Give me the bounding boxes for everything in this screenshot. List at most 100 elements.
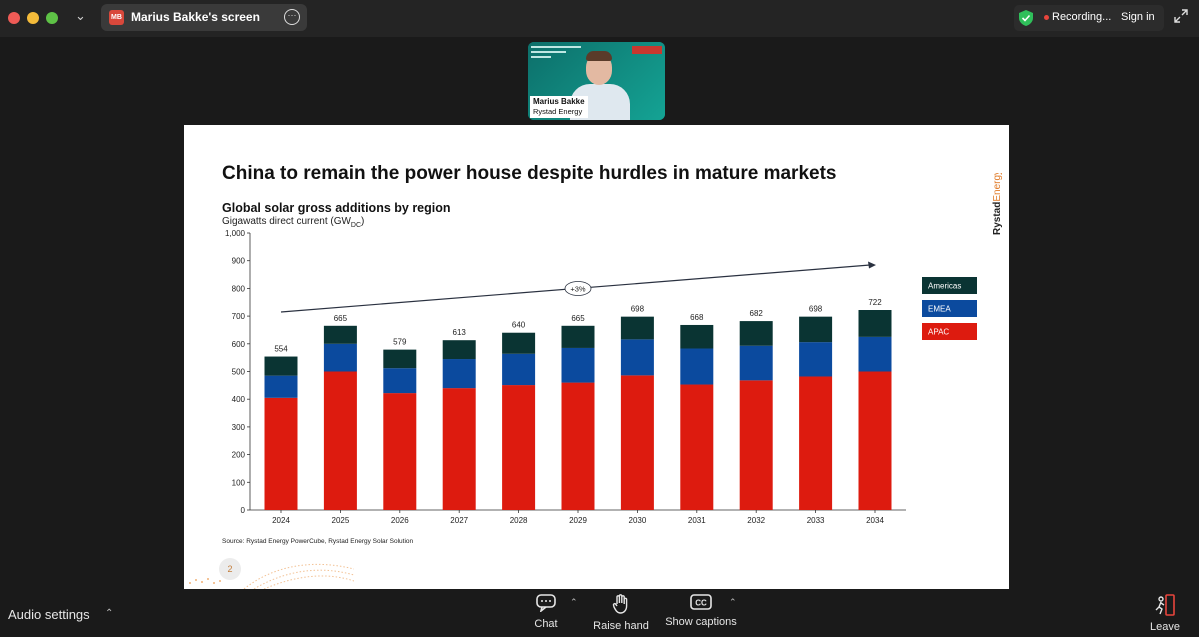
y-tick-label: 900	[232, 257, 246, 266]
page-number: 2	[219, 558, 241, 580]
bar-total-label: 698	[809, 305, 823, 314]
hand-icon	[612, 594, 628, 614]
bar-total-label: 640	[512, 321, 526, 330]
bar-apac-2031	[680, 384, 714, 510]
recording-label: Recording...	[1052, 11, 1112, 23]
leave-label: Leave	[1150, 621, 1180, 633]
legend-label-americas: Americas	[928, 282, 961, 291]
y-tick-label: 600	[232, 340, 246, 349]
x-tick-label: 2034	[866, 516, 884, 525]
x-tick-label: 2032	[747, 516, 765, 525]
legend-swatch-apac	[922, 323, 977, 340]
x-tick-label: 2029	[569, 516, 587, 525]
share-title: Marius Bakke's screen	[131, 10, 260, 24]
bar-emea-2032	[739, 345, 773, 381]
shield-icon	[1019, 10, 1033, 26]
bar-total-label: 554	[274, 345, 288, 354]
chevron-down-icon[interactable]: ⌄	[75, 8, 86, 23]
x-tick-label: 2025	[332, 516, 350, 525]
bar-americas-2033	[799, 316, 833, 343]
bar-americas-2034	[858, 310, 892, 337]
bar-emea-2028	[502, 353, 536, 386]
legend-swatch-americas	[922, 277, 977, 294]
legend-label-emea: EMEA	[928, 305, 951, 314]
audio-settings-caret-icon[interactable]: ⌃	[105, 608, 114, 619]
chat-icon	[536, 594, 556, 612]
bar-americas-2027	[442, 340, 476, 360]
y-tick-label: 200	[232, 451, 246, 460]
legend-label-apac: APAC	[928, 328, 949, 337]
bar-apac-2025	[323, 371, 357, 510]
bar-total-label: 613	[453, 328, 467, 337]
bar-emea-2029	[561, 347, 595, 383]
bar-americas-2032	[739, 321, 773, 346]
svg-text:CC: CC	[695, 599, 707, 608]
y-tick-label: 400	[232, 395, 246, 404]
captions-icon: CC	[690, 594, 712, 610]
more-options-icon[interactable]: ···	[284, 9, 300, 25]
recording-dot-icon	[1044, 15, 1049, 20]
sign-in-button[interactable]: Sign in	[1121, 11, 1155, 23]
bar-apac-2032	[739, 380, 773, 510]
bar-total-label: 682	[750, 309, 764, 318]
show-captions-label: Show captions	[665, 616, 737, 628]
growth-annotation: +3%	[570, 285, 586, 294]
rystad-logo: RystadEnergy	[992, 173, 1003, 235]
captions-caret-icon[interactable]: ⌃	[729, 597, 737, 607]
chat-caret-icon[interactable]: ⌃	[570, 597, 578, 607]
bar-americas-2031	[680, 324, 714, 349]
stacked-bar-chart: 0 100 200 300 400 500 600 700 800 900 1,000 554 2024…	[225, 229, 977, 525]
leave-button[interactable]: Leave	[1146, 594, 1184, 633]
bar-americas-2025	[323, 325, 357, 344]
bar-apac-2024	[264, 397, 298, 510]
bar-emea-2025	[323, 343, 357, 372]
bar-total-label: 579	[393, 338, 407, 347]
participant-name: Marius Bakke	[533, 97, 585, 106]
bar-apac-2026	[383, 393, 417, 510]
bar-emea-2034	[858, 336, 892, 372]
chat-label: Chat	[534, 618, 558, 630]
maximize-window-button[interactable]	[46, 12, 58, 24]
chat-button[interactable]: Chat	[527, 594, 565, 630]
bar-apac-2034	[858, 371, 892, 510]
bar-americas-2024	[264, 356, 298, 376]
source-note: Source: Rystad Energy PowerCube, Rystad …	[222, 538, 414, 545]
bar-total-label: 665	[571, 314, 585, 323]
bar-apac-2028	[502, 385, 536, 510]
bar-total-label: 668	[690, 313, 704, 322]
y-tick-label: 0	[241, 506, 246, 515]
x-tick-label: 2033	[807, 516, 825, 525]
x-tick-label: 2031	[688, 516, 706, 525]
chart-subtitle: Gigawatts direct current (GWDC)	[222, 216, 365, 229]
participant-video[interactable]: Marius Bakke Rystad Energy	[528, 42, 665, 120]
close-window-button[interactable]	[8, 12, 20, 24]
video-slide-backdrop	[531, 46, 581, 66]
fullscreen-icon[interactable]	[1174, 9, 1188, 23]
show-captions-button[interactable]: CC Show captions	[662, 594, 740, 628]
y-tick-label: 1,000	[225, 229, 246, 238]
bar-apac-2033	[799, 376, 833, 510]
x-tick-label: 2026	[391, 516, 409, 525]
bar-total-label: 698	[631, 305, 645, 314]
bar-emea-2030	[620, 339, 654, 376]
bar-total-label: 665	[334, 314, 348, 323]
minimize-window-button[interactable]	[27, 12, 39, 24]
participant-hair	[586, 51, 612, 61]
bar-total-label: 722	[868, 298, 882, 307]
x-tick-label: 2027	[450, 516, 468, 525]
audio-settings-button[interactable]: Audio settings	[8, 607, 90, 622]
x-tick-label: 2028	[510, 516, 528, 525]
bar-emea-2031	[680, 348, 714, 385]
bar-emea-2026	[383, 368, 417, 394]
bar-americas-2030	[620, 316, 654, 340]
bar-emea-2027	[442, 359, 476, 389]
raise-hand-button[interactable]: Raise hand	[590, 594, 652, 632]
recording-status[interactable]: Recording...	[1014, 5, 1164, 31]
y-tick-label: 500	[232, 368, 246, 377]
screen-share-tab[interactable]: MB Marius Bakke's screen ···	[101, 4, 307, 31]
bar-apac-2027	[442, 388, 476, 510]
growth-annotation-bubble	[564, 281, 592, 296]
chart-title: Global solar gross additions by region	[222, 201, 451, 215]
avatar: MB	[109, 10, 124, 25]
bar-emea-2033	[799, 342, 833, 377]
